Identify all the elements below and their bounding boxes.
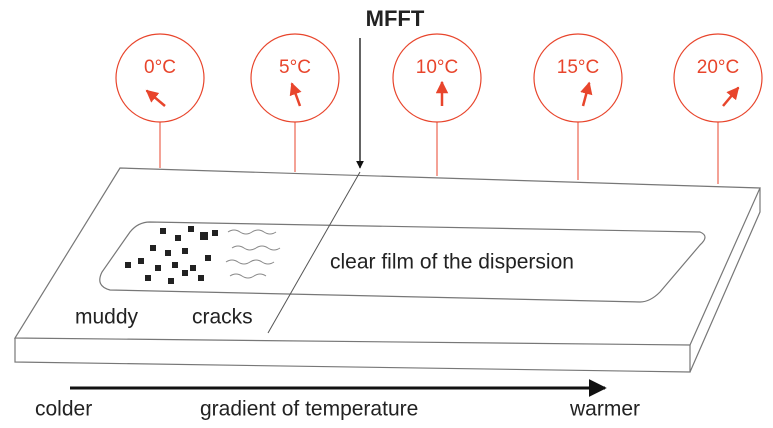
gradient-label: gradient of temperature bbox=[200, 398, 418, 421]
muddy-pattern bbox=[125, 226, 218, 284]
warmer-label: warmer bbox=[569, 398, 640, 421]
gauge-needle bbox=[580, 81, 593, 107]
gauge-label: 5°C bbox=[279, 57, 311, 78]
gauge bbox=[533, 33, 623, 123]
cracks-pattern bbox=[225, 229, 281, 279]
plate bbox=[13, 167, 761, 373]
gauge bbox=[392, 33, 482, 123]
gauge bbox=[250, 33, 340, 123]
gauge-label: 20°C bbox=[697, 57, 739, 78]
gauge bbox=[673, 33, 763, 123]
cracks-label: cracks bbox=[192, 306, 253, 329]
mfft-line bbox=[267, 171, 361, 334]
gauge-needle bbox=[145, 89, 166, 107]
gauge-label: 10°C bbox=[416, 57, 458, 78]
gauge-label: 0°C bbox=[144, 57, 176, 78]
title: MFFT bbox=[366, 6, 425, 31]
gauge-label: 15°C bbox=[557, 57, 599, 78]
colder-label: colder bbox=[35, 398, 92, 421]
muddy-label: muddy bbox=[75, 306, 139, 329]
gauge-needle bbox=[289, 82, 302, 107]
gauge-needle bbox=[722, 86, 740, 107]
gauge bbox=[115, 33, 205, 123]
gauges: 0°C 5°C 10°C 15°C 20°C bbox=[115, 33, 763, 184]
clear-label: clear film of the dispersion bbox=[330, 251, 574, 274]
